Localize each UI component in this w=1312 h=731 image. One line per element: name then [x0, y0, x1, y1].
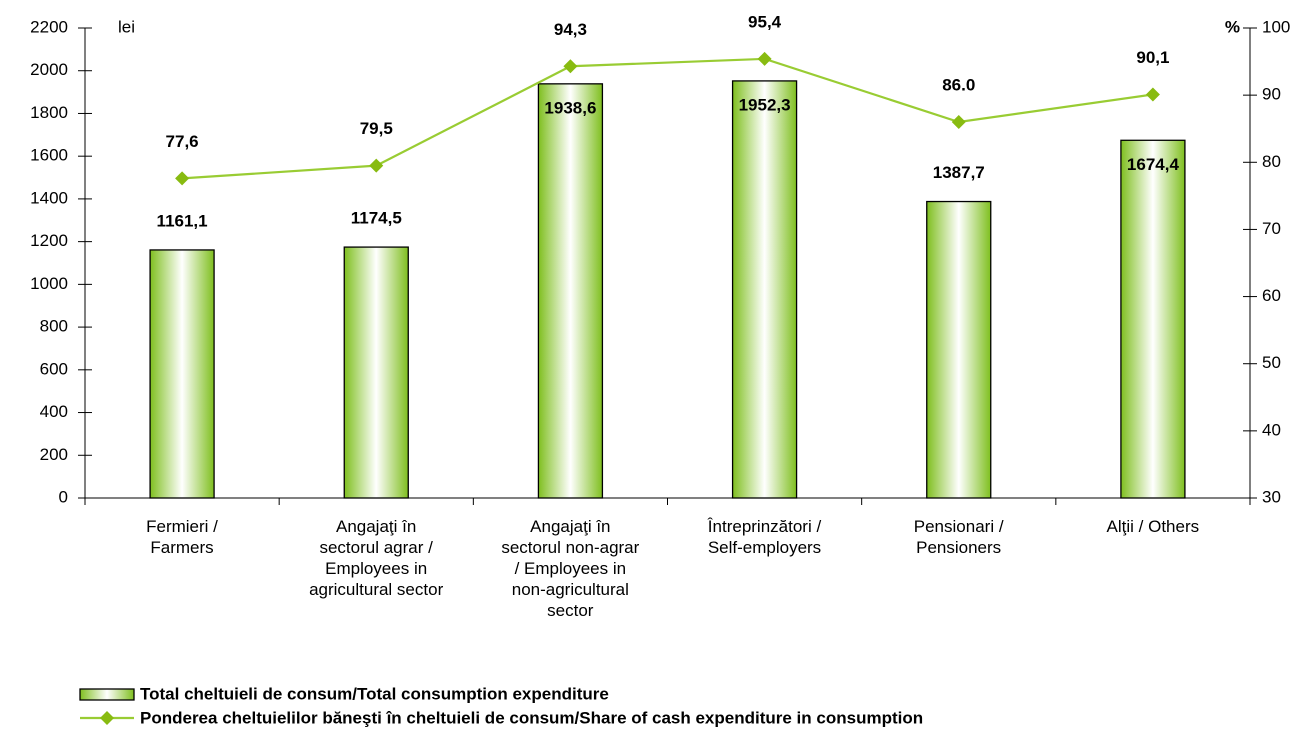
line-marker: [951, 115, 966, 129]
legend-label: Total cheltuieli de consum/Total consump…: [140, 684, 609, 703]
y-tick-label: 1600: [30, 146, 68, 165]
line-value-label: 95,4: [748, 12, 782, 31]
y2-tick-label: 100: [1262, 17, 1290, 36]
y2-tick-label: 70: [1262, 219, 1281, 238]
legend-label: Ponderea cheltuielilor băneşti în cheltu…: [140, 708, 923, 727]
y-tick-label: 1800: [30, 103, 68, 122]
bar: [149, 249, 215, 499]
bar-value-label: 1938,6: [544, 98, 596, 117]
y-tick-label: 1400: [30, 188, 68, 207]
y-tick-label: 2200: [30, 17, 68, 36]
bar-value-label: 1674,4: [1127, 155, 1180, 174]
y2-tick-label: 80: [1262, 152, 1281, 171]
line-marker: [757, 51, 772, 66]
x-tick-label: Întreprinzători / Self-employers: [707, 517, 822, 557]
y-tick-label: 1200: [30, 231, 68, 250]
y-tick-label: 200: [40, 445, 68, 464]
y2-tick-label: 90: [1262, 85, 1281, 104]
y-axis-unit: lei: [118, 17, 135, 36]
y-tick-label: 1000: [30, 274, 68, 293]
line-marker: [369, 158, 384, 173]
y-tick-label: 600: [40, 359, 68, 378]
bar-value-label: 1387,7: [933, 163, 985, 182]
line-value-label: 90,1: [1136, 48, 1169, 67]
legend-swatch: [79, 688, 135, 701]
y2-tick-label: 60: [1262, 286, 1281, 305]
y2-tick-label: 50: [1262, 353, 1281, 372]
bar: [537, 83, 604, 499]
bar: [926, 200, 992, 499]
y-tick-label: 0: [59, 487, 68, 506]
x-tick-label: Angajaţi în sectorul agrar / Employees i…: [309, 517, 444, 599]
x-tick-label: Fermieri / Farmers: [146, 517, 218, 557]
y-tick-label: 800: [40, 317, 68, 336]
x-tick-label: Pensionari / Pensioners: [913, 517, 1004, 557]
bar-value-label: 1174,5: [351, 209, 402, 228]
line-value-label: 86.0: [942, 75, 975, 94]
bar-value-label: 1952,3: [739, 95, 791, 114]
y2-axis-unit: %: [1225, 17, 1240, 36]
y2-tick-label: 30: [1262, 487, 1281, 506]
y-tick-label: 2000: [30, 60, 68, 79]
y2-tick-label: 40: [1262, 420, 1281, 439]
bar: [731, 80, 798, 499]
line-marker: [1145, 87, 1160, 102]
legend-marker: [100, 711, 114, 725]
line-marker: [563, 59, 578, 74]
bar-value-label: 1161,1: [157, 211, 208, 230]
line-value-label: 94,3: [554, 20, 587, 39]
x-tick-label: Angajaţi în sectorul non-agrar / Employe…: [501, 517, 640, 620]
bar: [343, 246, 409, 499]
y-tick-label: 400: [40, 402, 68, 421]
bar: [1120, 139, 1186, 499]
line-marker: [175, 171, 190, 186]
line-value-label: 77,6: [166, 132, 199, 151]
x-tick-label: Alţii / Others: [1106, 517, 1200, 536]
line: [182, 57, 1154, 180]
line-value-label: 79,5: [360, 119, 393, 138]
